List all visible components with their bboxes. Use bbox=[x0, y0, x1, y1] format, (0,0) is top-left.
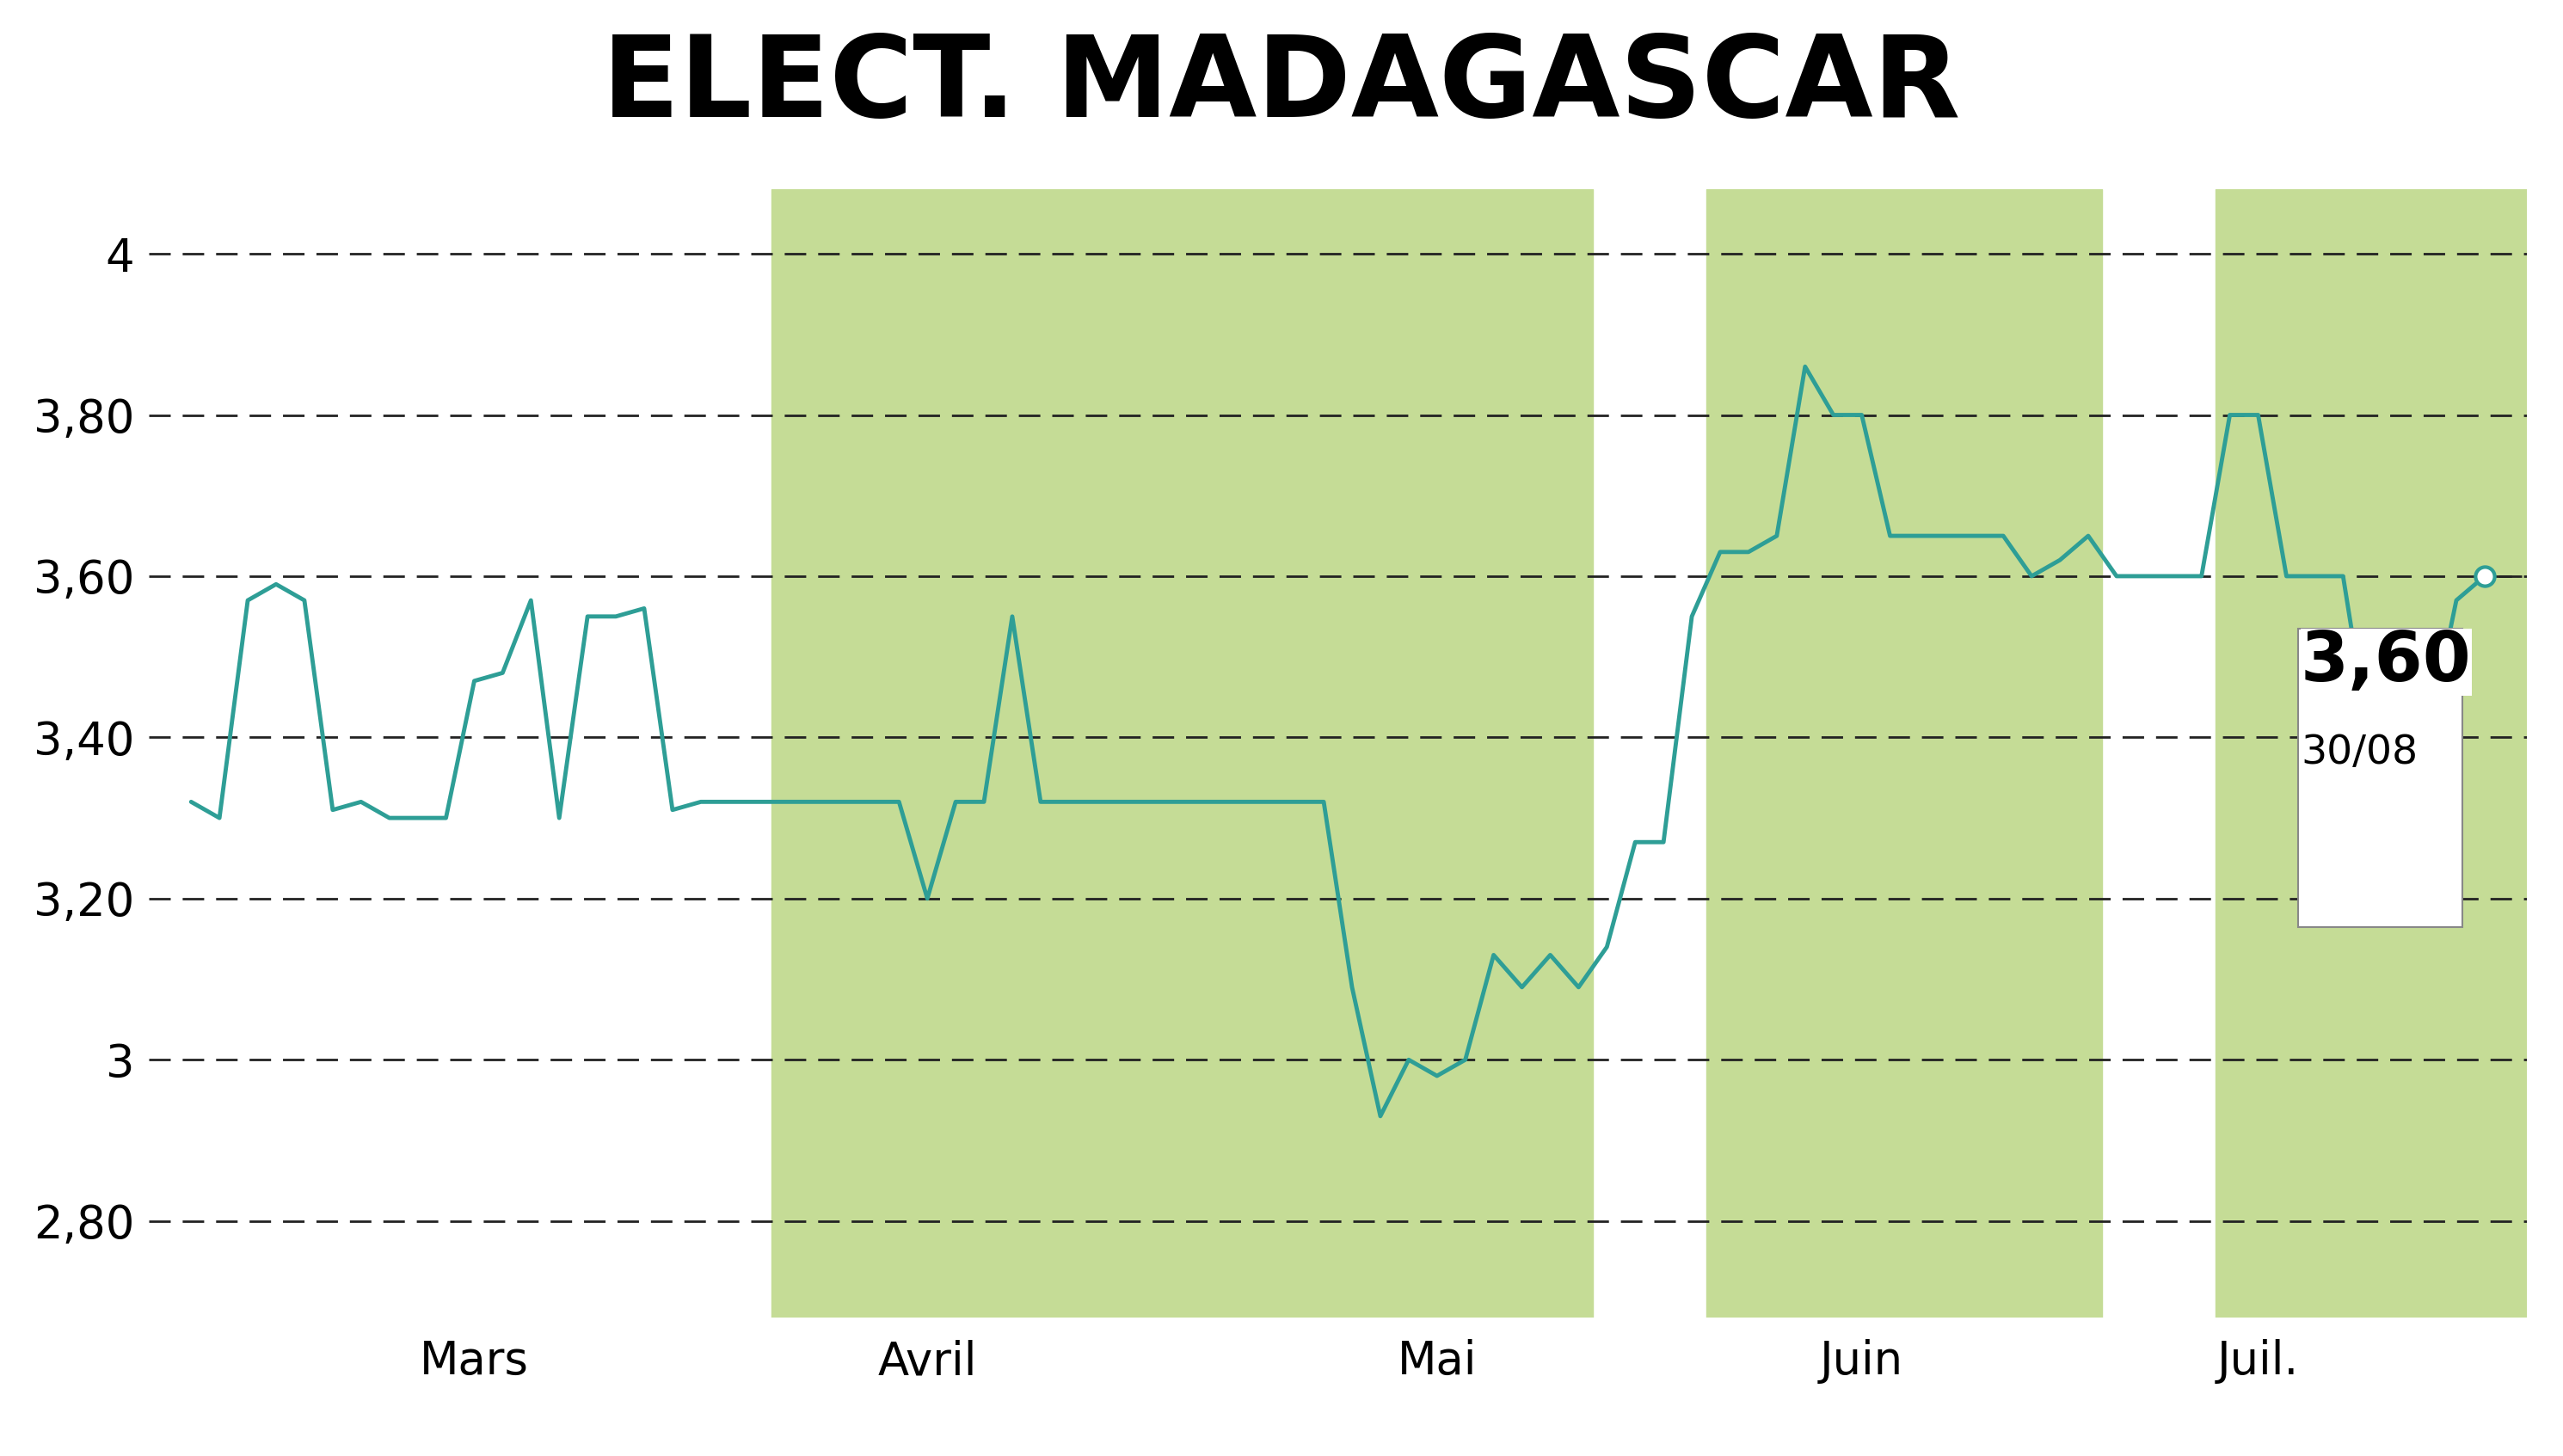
FancyBboxPatch shape bbox=[2299, 629, 2463, 927]
Bar bbox=[2214, 189, 2527, 1318]
Text: 3,60: 3,60 bbox=[2302, 629, 2471, 696]
Text: ELECT. MADAGASCAR: ELECT. MADAGASCAR bbox=[602, 31, 1961, 141]
Bar bbox=[771, 189, 1592, 1318]
Bar bbox=[1707, 189, 2102, 1318]
Text: 30/08: 30/08 bbox=[2302, 734, 2417, 772]
